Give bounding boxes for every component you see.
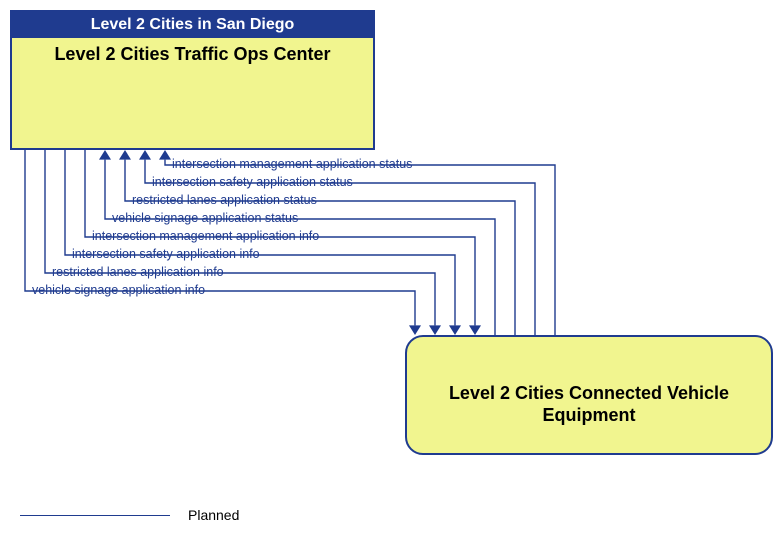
node-top-title: Level 2 Cities Traffic Ops Center [12, 38, 373, 65]
flow-label-status-1: intersection safety application status [152, 175, 353, 189]
flow-label-status-0: intersection management application stat… [172, 157, 412, 171]
node-bottom-title: Level 2 Cities Connected Vehicle Equipme… [407, 376, 771, 427]
flow-label-status-2: restricted lanes application status [132, 193, 317, 207]
flow-label-info-3: vehicle signage application info [32, 283, 205, 297]
legend-label: Planned [188, 507, 239, 523]
flow-label-info-0: intersection management application info [92, 229, 319, 243]
node-top-body [12, 65, 373, 148]
legend-line [20, 515, 170, 516]
node-connected-vehicle-equipment: Level 2 Cities Connected Vehicle Equipme… [405, 335, 773, 455]
flow-label-info-2: restricted lanes application info [52, 265, 224, 279]
node-traffic-ops-center: Level 2 Cities in San Diego Level 2 Citi… [10, 10, 375, 150]
legend: Planned [20, 507, 239, 523]
node-top-header: Level 2 Cities in San Diego [12, 12, 373, 38]
flow-label-info-1: intersection safety application info [72, 247, 260, 261]
flow-label-status-3: vehicle signage application status [112, 211, 298, 225]
